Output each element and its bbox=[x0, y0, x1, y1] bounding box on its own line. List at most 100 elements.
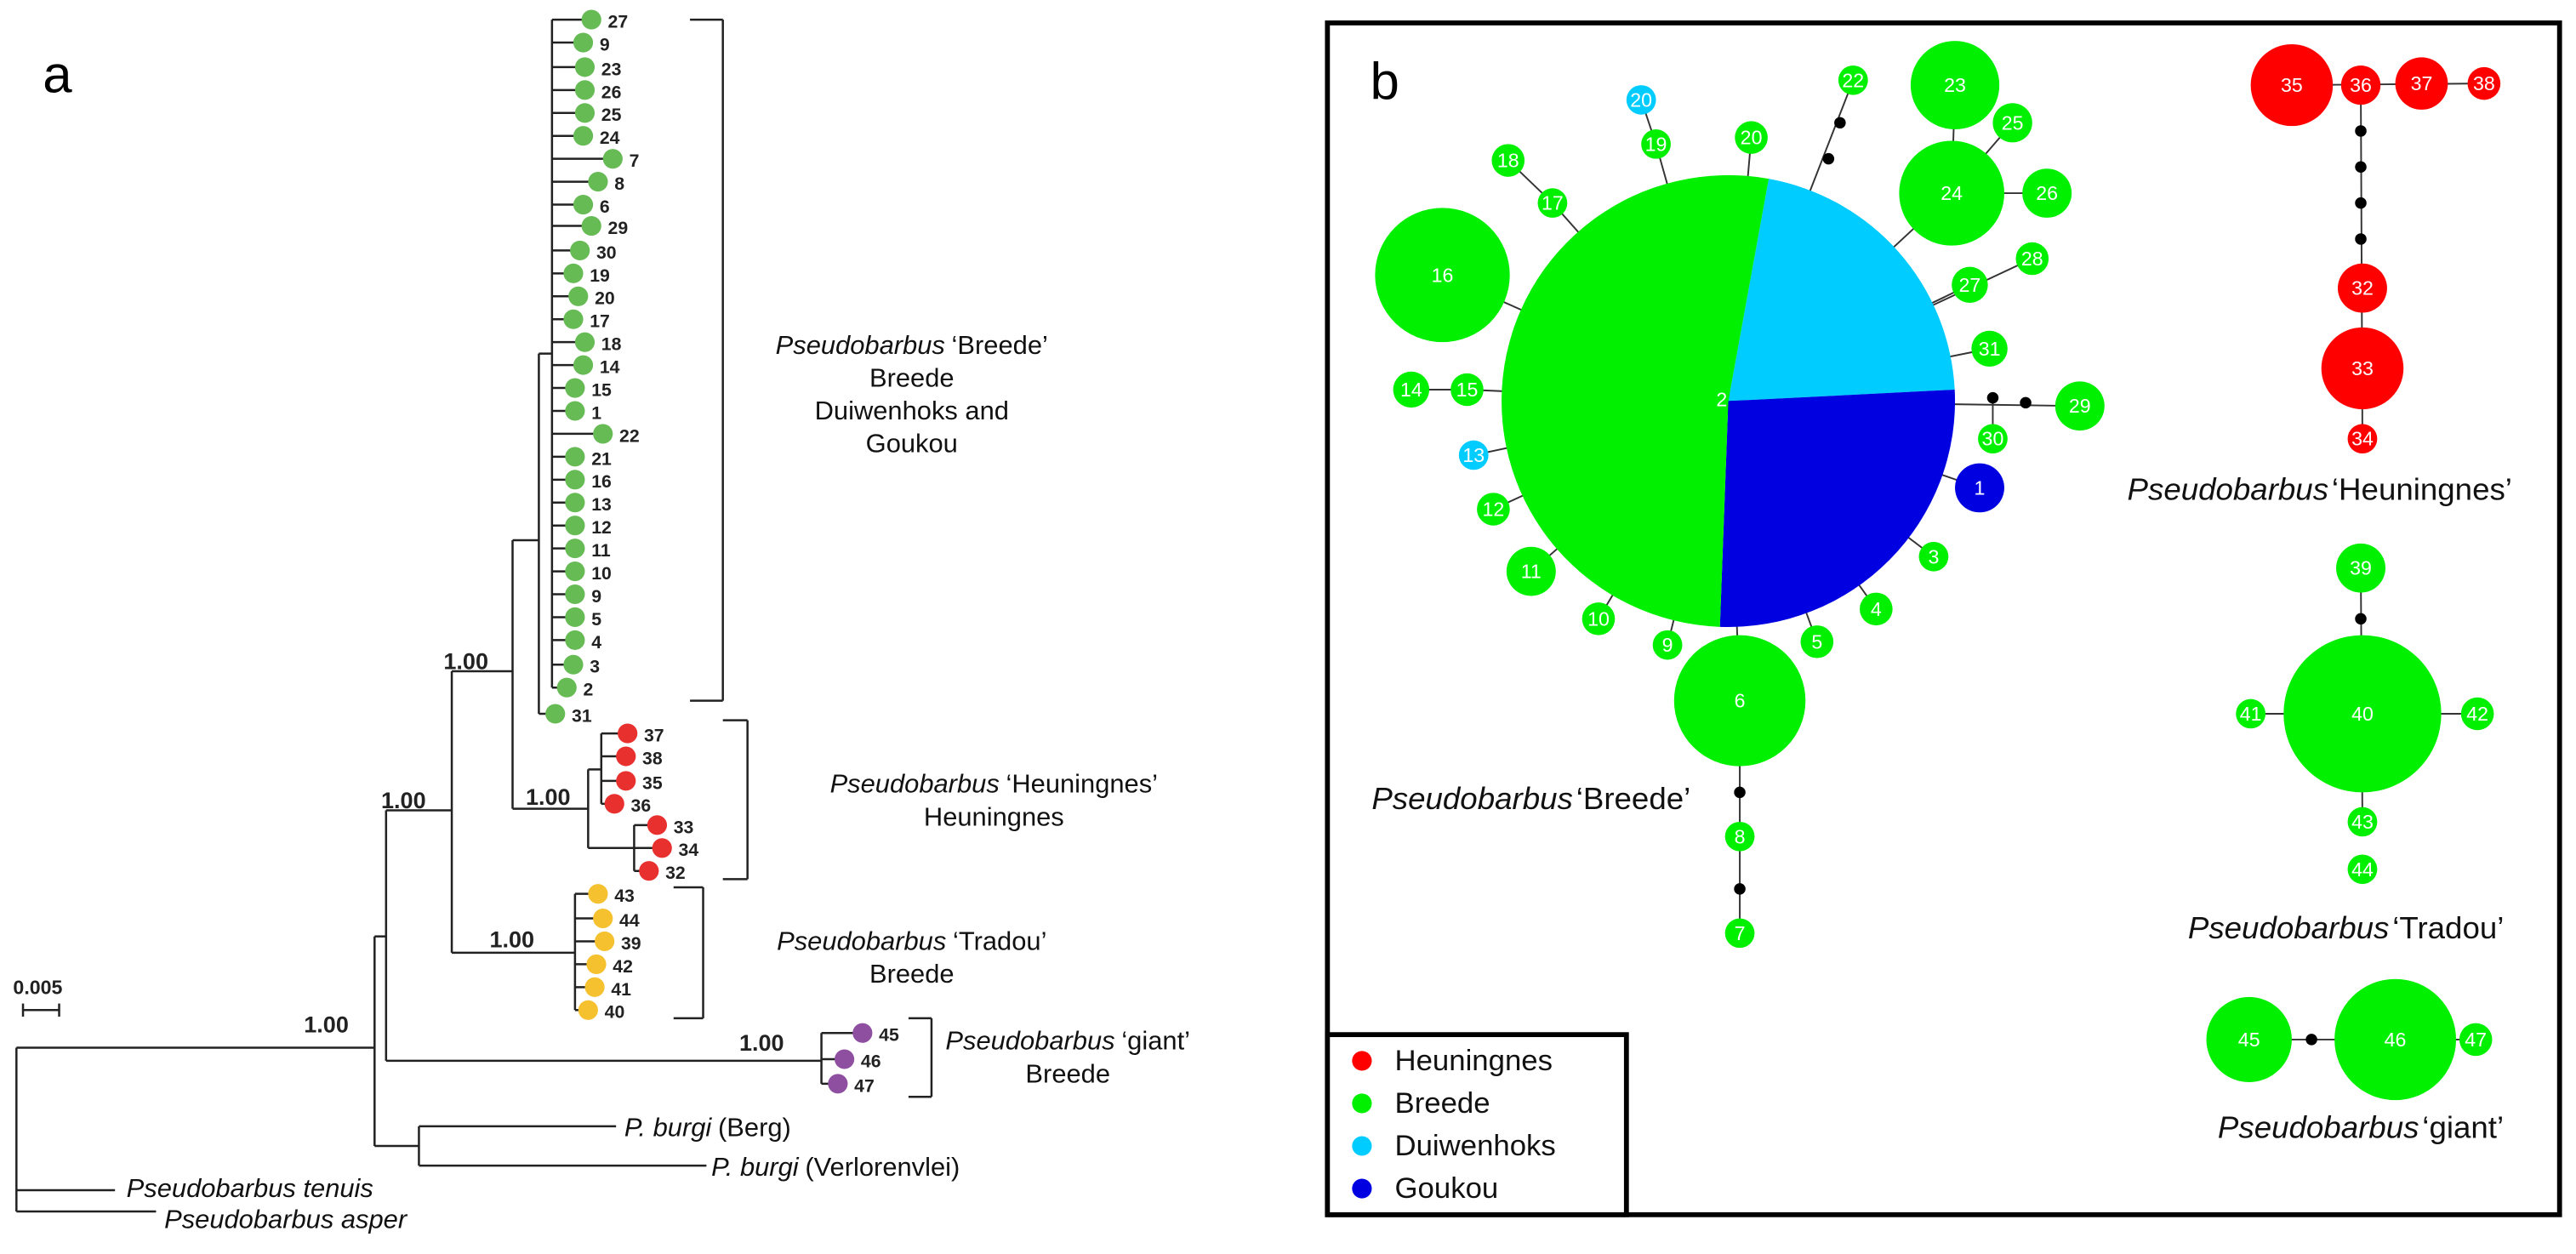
haplotype bbox=[2347, 807, 2378, 837]
legend-box bbox=[1325, 1032, 1629, 1217]
haplotype bbox=[2250, 43, 2334, 127]
tip-label: 20 bbox=[595, 289, 615, 309]
tip-label: 1 bbox=[591, 403, 601, 423]
pie-slice bbox=[1502, 174, 1770, 627]
support-value: 1.00 bbox=[489, 927, 534, 953]
legend-label: Heuningnes bbox=[1395, 1045, 1553, 1077]
node-label: 9 bbox=[1662, 634, 1673, 656]
tip bbox=[563, 263, 584, 283]
node-label: 6 bbox=[1735, 690, 1746, 712]
tip-label: 21 bbox=[591, 449, 612, 469]
clade-locality: Goukou bbox=[866, 429, 958, 459]
haplotype bbox=[2283, 635, 2442, 793]
node-label: 14 bbox=[1400, 379, 1422, 401]
node-label: 15 bbox=[1456, 379, 1479, 401]
node-label: 17 bbox=[1542, 192, 1564, 214]
node-label: 40 bbox=[2351, 703, 2374, 725]
clade-locality: Breede bbox=[869, 363, 955, 393]
support-value: 1.00 bbox=[304, 1012, 349, 1038]
node-label: 28 bbox=[2021, 248, 2043, 270]
legend-marker bbox=[1352, 1136, 1372, 1156]
haplotype bbox=[1393, 371, 1430, 408]
node-label: 20 bbox=[1741, 127, 1763, 149]
node-label: 29 bbox=[2069, 395, 2091, 417]
median-vector bbox=[2020, 396, 2032, 409]
node-label: 18 bbox=[1497, 150, 1519, 172]
label: Pseudobarbus asper bbox=[164, 1205, 408, 1234]
tip-label: 17 bbox=[590, 312, 610, 332]
node-label: 30 bbox=[1982, 428, 2004, 450]
node-label: 23 bbox=[1944, 74, 1966, 96]
tip-label: 46 bbox=[861, 1052, 881, 1071]
node-label: 1 bbox=[1975, 476, 1986, 499]
tip-label: 33 bbox=[674, 818, 694, 837]
node-label: 37 bbox=[2411, 72, 2433, 94]
legend-marker bbox=[1352, 1178, 1372, 1199]
node-label: 42 bbox=[2466, 703, 2488, 725]
label-part: ‘Heuningnes’ bbox=[2332, 471, 2512, 506]
clade-locality: Breede bbox=[1025, 1058, 1110, 1088]
label-part: ‘Tradou’ bbox=[2392, 910, 2504, 945]
node-label: 13 bbox=[1462, 444, 1485, 466]
tip-label: 9 bbox=[600, 35, 610, 54]
node-label: 2 bbox=[1716, 389, 1727, 411]
haplotype bbox=[1899, 140, 2004, 246]
label-part: Pseudobarbus tenuis bbox=[127, 1173, 373, 1203]
tip bbox=[565, 401, 585, 421]
tip bbox=[565, 607, 585, 627]
node-label: 5 bbox=[1811, 630, 1822, 653]
label-part: (Verlorenvlei) bbox=[805, 1152, 960, 1182]
tip bbox=[581, 9, 601, 30]
node-label: 31 bbox=[1979, 338, 2001, 360]
tip-label: 19 bbox=[590, 266, 610, 286]
haplotype bbox=[2015, 242, 2049, 276]
tip bbox=[588, 884, 608, 904]
node-label: 45 bbox=[2238, 1029, 2260, 1051]
tip bbox=[545, 704, 566, 724]
tip-label: 5 bbox=[591, 610, 601, 630]
label-part: ‘Breede’ bbox=[1576, 781, 1691, 816]
panel-a: a279232625247862930192017181415122211613… bbox=[13, 9, 1190, 1234]
haplotype bbox=[2340, 65, 2381, 105]
tip bbox=[556, 677, 577, 698]
tip bbox=[565, 584, 585, 605]
legend-label: Duiwenhoks bbox=[1395, 1130, 1556, 1162]
tip-label: 13 bbox=[591, 495, 612, 515]
tip-label: 26 bbox=[601, 83, 622, 102]
haplotype bbox=[1838, 65, 1868, 95]
legend-label: Breede bbox=[1395, 1087, 1490, 1120]
haplotype bbox=[1860, 592, 1893, 626]
legend-marker bbox=[1352, 1051, 1372, 1071]
tip bbox=[616, 746, 636, 767]
haplotype bbox=[1978, 424, 2008, 454]
median-vector bbox=[1822, 152, 1835, 165]
tip bbox=[568, 286, 589, 306]
panel-label: a bbox=[43, 46, 72, 105]
node-label: 46 bbox=[2385, 1029, 2407, 1051]
support-value: 1.00 bbox=[526, 784, 571, 810]
tip-label: 31 bbox=[572, 706, 592, 726]
tip bbox=[563, 654, 584, 675]
label-part: Pseudobarbus bbox=[2128, 471, 2329, 506]
tip bbox=[593, 424, 613, 444]
tip bbox=[595, 931, 615, 952]
tip-label: 36 bbox=[631, 796, 652, 816]
node-label: 19 bbox=[1645, 133, 1667, 155]
label-part: Pseudobarbus bbox=[2218, 1109, 2419, 1144]
tip-label: 18 bbox=[601, 335, 622, 355]
node-label: 27 bbox=[1959, 274, 1981, 296]
haplotype bbox=[1491, 144, 1525, 177]
haplotype bbox=[2236, 698, 2266, 729]
tip-label: 42 bbox=[613, 957, 633, 977]
tip bbox=[586, 954, 607, 974]
median-vector bbox=[2355, 197, 2367, 209]
tip-label: 4 bbox=[591, 633, 601, 653]
pie-slice bbox=[1719, 389, 1956, 627]
haplotype bbox=[1918, 541, 1949, 572]
tip bbox=[602, 149, 623, 169]
tip-label: 39 bbox=[621, 934, 641, 954]
tip bbox=[565, 447, 585, 467]
haplotype bbox=[2460, 697, 2494, 731]
haplotype bbox=[1506, 546, 1556, 596]
